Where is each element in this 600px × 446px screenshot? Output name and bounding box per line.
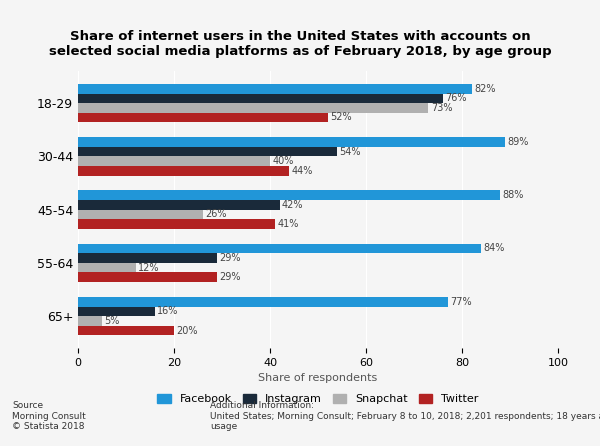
Text: 88%: 88%: [503, 190, 524, 200]
Text: 76%: 76%: [445, 93, 467, 103]
Text: 41%: 41%: [277, 219, 299, 229]
Bar: [78, 166, 289, 176]
Text: 40%: 40%: [272, 156, 294, 166]
Text: 84%: 84%: [484, 244, 505, 253]
Bar: [78, 297, 448, 306]
Bar: [78, 157, 270, 166]
Bar: [78, 316, 102, 326]
Text: 73%: 73%: [431, 103, 452, 113]
Legend: Facebook, Instagram, Snapchat, Twitter: Facebook, Instagram, Snapchat, Twitter: [153, 389, 483, 409]
Bar: [78, 273, 217, 282]
Bar: [78, 137, 505, 147]
Text: 29%: 29%: [220, 272, 241, 282]
Bar: [78, 253, 217, 263]
Text: 16%: 16%: [157, 306, 179, 316]
Text: 42%: 42%: [282, 200, 304, 210]
Bar: [78, 94, 443, 103]
Text: Additional Information:
United States; Morning Consult; February 8 to 10, 2018; : Additional Information: United States; M…: [210, 401, 600, 431]
Text: 29%: 29%: [220, 253, 241, 263]
Text: 12%: 12%: [138, 263, 160, 273]
Text: 26%: 26%: [205, 210, 227, 219]
Text: Source
Morning Consult
© Statista 2018: Source Morning Consult © Statista 2018: [12, 401, 86, 431]
Text: 89%: 89%: [508, 137, 529, 147]
Bar: [78, 147, 337, 157]
Bar: [78, 210, 203, 219]
Bar: [78, 219, 275, 229]
Text: 44%: 44%: [292, 166, 313, 176]
Bar: [78, 244, 481, 253]
Text: 5%: 5%: [104, 316, 120, 326]
Text: 82%: 82%: [474, 84, 496, 94]
Bar: [78, 306, 155, 316]
Bar: [78, 263, 136, 273]
Bar: [78, 84, 472, 94]
Text: 54%: 54%: [340, 147, 361, 157]
Text: Share of internet users in the United States with accounts on
selected social me: Share of internet users in the United St…: [49, 30, 551, 58]
Bar: [78, 190, 500, 200]
Bar: [78, 103, 428, 113]
Bar: [78, 326, 174, 335]
X-axis label: Share of respondents: Share of respondents: [259, 373, 377, 383]
Text: 77%: 77%: [450, 297, 472, 307]
Bar: [78, 200, 280, 210]
Text: 52%: 52%: [330, 112, 352, 123]
Bar: [78, 113, 328, 122]
Text: 20%: 20%: [176, 326, 198, 335]
